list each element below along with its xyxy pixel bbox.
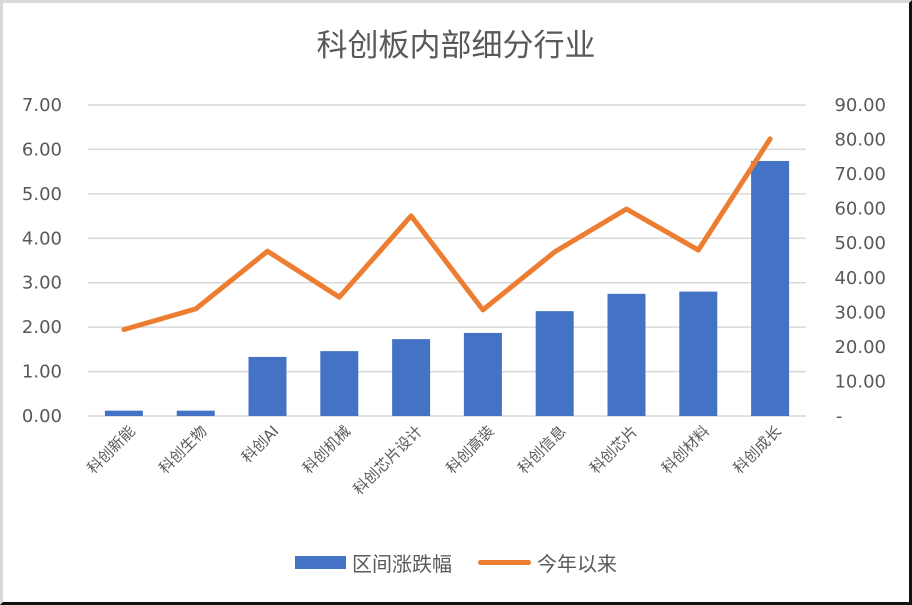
right-axis-tick-label: -: [836, 406, 843, 427]
right-axis-tick-label: 80.00: [834, 130, 886, 151]
right-axis-tick-label: 40.00: [834, 268, 886, 289]
bar[interactable]: [607, 293, 646, 416]
bar[interactable]: [751, 160, 790, 416]
bar[interactable]: [679, 291, 718, 416]
right-axis-ticks: - 10.00 20.00 30.00 40.00 50.00 60.00 70.00 80.0…: [834, 95, 886, 427]
left-axis-ticks: 0.00 1.00 2.00 3.00 4.00 5.00 6.00 7.00: [22, 95, 62, 427]
bar-series: [104, 160, 790, 416]
bar[interactable]: [535, 311, 574, 416]
bar[interactable]: [392, 339, 431, 416]
bar-swatch-icon: [295, 556, 346, 569]
category-label: 科创AI: [238, 422, 282, 466]
legend-item-line[interactable]: 今年以来: [478, 548, 617, 577]
bar[interactable]: [463, 332, 502, 416]
category-label: 科创生物: [155, 422, 210, 477]
category-label: 科创材料: [658, 422, 713, 477]
legend: 区间涨跌幅 今年以来: [0, 548, 912, 577]
left-axis-tick-label: 7.00: [22, 95, 62, 116]
left-axis-tick-label: 1.00: [22, 362, 62, 383]
legend-label-line: 今年以来: [537, 552, 617, 576]
line-series: [121, 136, 773, 333]
bar[interactable]: [104, 410, 143, 416]
right-axis-tick-label: 50.00: [834, 233, 886, 254]
left-axis-tick-label: 4.00: [22, 228, 62, 249]
chart-title: 科创板内部细分行业: [316, 28, 596, 64]
right-axis-tick-label: 60.00: [834, 199, 886, 220]
right-axis-tick-label: 20.00: [834, 337, 886, 358]
category-label: 科创芯片设计: [350, 422, 426, 498]
bar[interactable]: [176, 410, 215, 416]
line-swatch-icon: [478, 560, 531, 565]
left-axis-tick-label: 0.00: [22, 406, 62, 427]
bar[interactable]: [320, 351, 359, 416]
left-axis-tick-label: 2.00: [22, 317, 62, 338]
line-path[interactable]: [121, 136, 773, 333]
category-label: 科创高装: [443, 422, 498, 477]
category-label: 科创新能: [84, 422, 139, 477]
category-label: 科创成长: [730, 422, 785, 477]
left-axis-tick-label: 3.00: [22, 273, 62, 294]
right-axis-tick-label: 90.00: [834, 95, 886, 116]
legend-label-bar: 区间涨跌幅: [352, 552, 452, 576]
left-axis-tick-label: 5.00: [22, 184, 62, 205]
right-axis-tick-label: 70.00: [834, 164, 886, 185]
right-axis-tick-label: 10.00: [834, 371, 886, 392]
left-axis-tick-label: 6.00: [22, 139, 62, 160]
category-label: 科创芯片: [586, 422, 641, 477]
bar[interactable]: [248, 356, 287, 416]
category-label: 科创信息: [514, 422, 569, 477]
legend-item-bar[interactable]: 区间涨跌幅: [295, 548, 452, 577]
category-label: 科创机械: [299, 422, 354, 477]
right-axis-tick-label: 30.00: [834, 302, 886, 323]
